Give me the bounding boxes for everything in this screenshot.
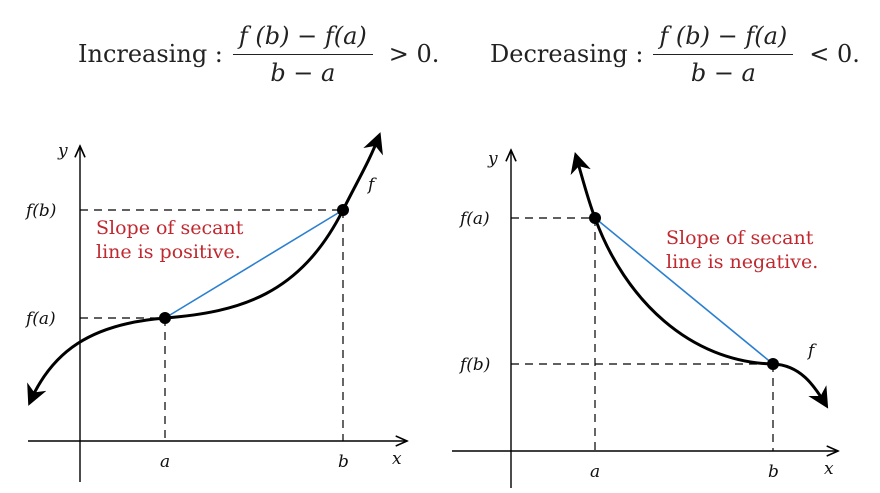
right-fa-label: f(a): [458, 209, 490, 229]
decreasing-formula: Decreasing : f (b) − f(a) b − a < 0.: [490, 14, 860, 94]
left-secant-line: [164, 209, 344, 319]
right-point-a: [589, 212, 601, 224]
right-note-line1: Slope of secant: [666, 227, 814, 249]
right-note-line2: line is negative.: [666, 251, 818, 273]
increasing-denominator: b − a: [270, 58, 336, 87]
left-f-label: f: [366, 175, 377, 195]
decreasing-fraction: f (b) − f(a) b − a: [653, 22, 794, 87]
increasing-formula: Increasing : f (b) − f(a) b − a > 0.: [78, 14, 439, 94]
right-graph: y x a b f(a) f(b) f Slope of secant line…: [452, 149, 838, 488]
increasing-numerator: f (b) − f(a): [232, 22, 373, 55]
increasing-label: Increasing :: [78, 40, 223, 68]
decreasing-comparison: < 0.: [809, 40, 860, 68]
left-a-label: a: [160, 452, 170, 472]
right-b-label: b: [768, 462, 779, 482]
decreasing-numerator: f (b) − f(a): [653, 22, 794, 55]
right-y-label: y: [487, 149, 498, 169]
left-point-a: [159, 312, 171, 324]
left-fb-label: f(b): [24, 201, 56, 221]
right-a-label: a: [590, 462, 600, 482]
left-fa-label: f(a): [24, 309, 56, 329]
left-note-line1: Slope of secant: [96, 217, 244, 239]
right-secant-line: [594, 217, 774, 365]
left-note-line2: line is positive.: [96, 241, 241, 263]
right-curve: [570, 151, 829, 409]
left-x-label: x: [392, 449, 402, 469]
right-f-label: f: [806, 341, 817, 361]
right-point-b: [767, 358, 779, 370]
left-curve: [27, 132, 383, 406]
decreasing-denominator: b − a: [690, 58, 756, 87]
increasing-fraction: f (b) − f(a) b − a: [232, 22, 373, 87]
increasing-comparison: > 0.: [388, 40, 440, 68]
right-fb-label: f(b): [458, 355, 490, 375]
left-y-label: y: [57, 141, 68, 161]
left-b-label: b: [338, 452, 349, 472]
decreasing-label: Decreasing :: [490, 40, 644, 68]
left-graph: y x a b f(b) f(a) f Slope of secant line…: [24, 132, 407, 482]
left-point-b: [337, 204, 349, 216]
right-x-label: x: [824, 459, 834, 479]
